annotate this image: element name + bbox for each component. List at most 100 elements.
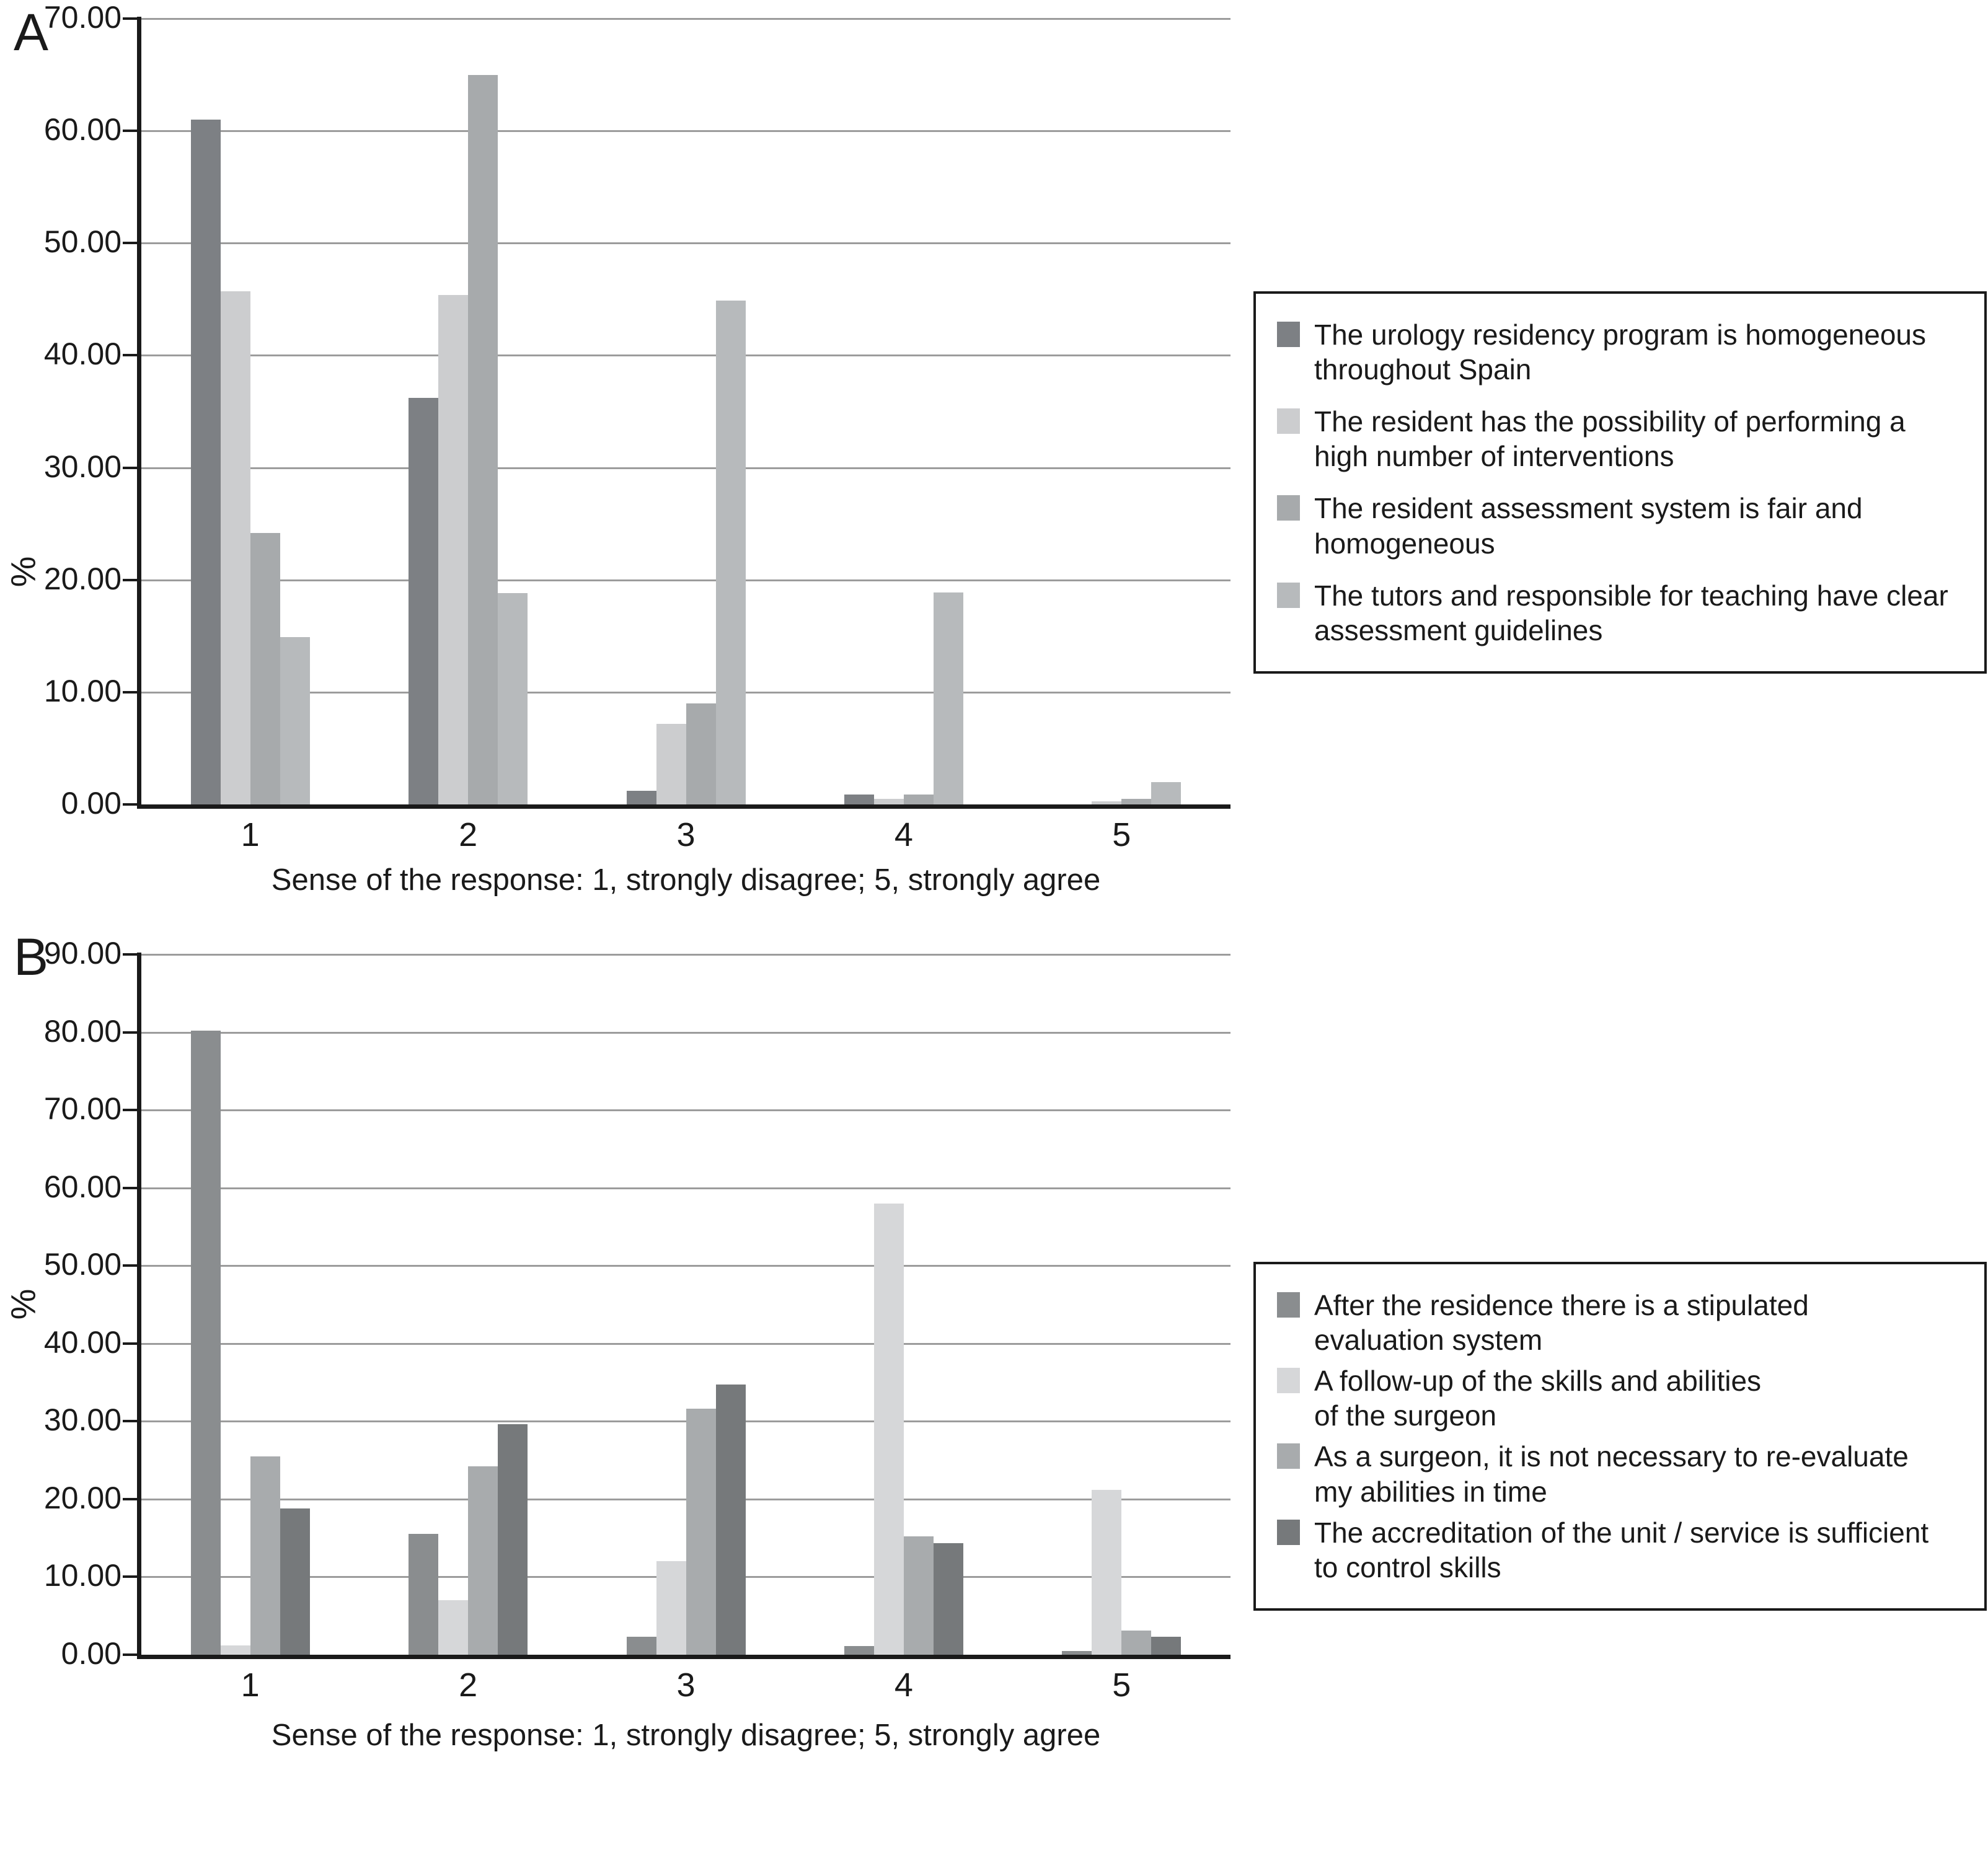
y-tick-60.00 [123, 130, 139, 133]
panel-a-legend: The urology residency program is homogen… [1253, 291, 1987, 674]
gridline-70 [141, 1109, 1230, 1112]
legend-item-3: The resident assessment system is fair a… [1277, 491, 1963, 560]
bar-B-cat5-series4 [1151, 1637, 1181, 1655]
y-tick-30.00 [123, 466, 139, 469]
legend-color-chip [1277, 582, 1300, 608]
gridline-20 [141, 579, 1230, 581]
gridline-10 [141, 691, 1230, 693]
bar-A-cat4-series4 [934, 592, 963, 804]
legend-color-chip [1277, 322, 1300, 347]
legend-item-4: The tutors and responsible for teaching … [1277, 578, 1963, 648]
bar-B-cat4-series3 [904, 1536, 934, 1655]
y-tick-label: 0.00 [61, 786, 121, 821]
legend-color-chip [1277, 1443, 1300, 1469]
y-axis-line [137, 953, 141, 1659]
gridline-30 [141, 467, 1230, 469]
panel-b-plot-area: 90.00 80.00 70.00 60.00 50.00 40.00 30.00 20.00… [44, 936, 1230, 1704]
legend-item-label: As a surgeon, it is not necessary to re-… [1314, 1440, 1909, 1508]
legend-color-chip [1277, 408, 1300, 434]
gridline-70 [141, 18, 1230, 20]
y-tick-label: 60.00 [43, 1169, 121, 1204]
y-tick-label: 80.00 [43, 1013, 121, 1049]
bar-B-cat1-series1 [191, 1031, 221, 1655]
panel-b-x-axis-title: Sense of the response: 1, strongly disag… [271, 1719, 1101, 1752]
y-tick-label: 40.00 [43, 337, 121, 372]
y-tick-label: 20.00 [43, 561, 121, 596]
legend-color-chip [1277, 1519, 1300, 1545]
bar-B-cat2-series4 [498, 1424, 528, 1655]
y-tick-20.00 [123, 578, 139, 581]
bar-B-cat5-series1 [1062, 1651, 1092, 1655]
legend-item-label: The resident has the possibility of perf… [1314, 405, 1906, 473]
y-tick-label: 50.00 [43, 1247, 121, 1282]
bar-B-cat5-series3 [1121, 1631, 1151, 1655]
x-tick-label-3: 3 [676, 1666, 696, 1704]
bar-B-cat1-series3 [250, 1456, 280, 1655]
gridline-50 [141, 242, 1230, 245]
legend-item-label: The tutors and responsible for teaching … [1314, 579, 1948, 646]
panel-a-label: A [14, 3, 49, 61]
y-tick-70.00 [123, 1109, 139, 1112]
y-axis-line [137, 17, 141, 809]
bar-A-cat5-series3 [1121, 799, 1151, 804]
x-tick-label-4: 4 [894, 1666, 913, 1704]
x-axis-line [137, 1655, 1230, 1659]
y-tick-label: 90.00 [43, 936, 121, 971]
bar-A-cat1-series3 [250, 533, 280, 804]
gridline-60 [141, 1187, 1230, 1189]
y-tick-label: 30.00 [43, 1402, 121, 1438]
panel-a-x-axis-title: Sense of the response: 1, strongly disag… [271, 863, 1101, 897]
bar-A-cat3-series2 [656, 724, 686, 804]
bar-A-cat2-series4 [498, 593, 528, 804]
bar-B-cat3-series1 [627, 1637, 656, 1655]
x-tick-label-2: 2 [459, 1666, 478, 1704]
bar-B-cat4-series4 [934, 1543, 963, 1655]
gridline-40 [141, 1342, 1230, 1345]
y-tick-40.00 [123, 354, 139, 357]
y-tick-30.00 [123, 1420, 139, 1423]
bar-A-cat1-series4 [280, 637, 310, 804]
bar-A-cat2-series2 [438, 295, 468, 804]
bar-A-cat5-series2 [1092, 801, 1121, 804]
bar-B-cat4-series1 [844, 1646, 874, 1655]
y-tick-80.00 [123, 1031, 139, 1034]
bar-B-cat2-series3 [468, 1466, 498, 1655]
gridline-30 [141, 1420, 1230, 1423]
panel-b-y-axis-title: % [3, 1288, 43, 1320]
x-tick-label-3: 3 [676, 816, 696, 853]
legend-color-chip [1277, 1368, 1300, 1394]
bar-A-cat3-series3 [686, 703, 716, 804]
legend-item-1: After the residence there is a stipulate… [1277, 1288, 1963, 1357]
x-tick-label-5: 5 [1112, 816, 1131, 853]
gridline-90 [141, 954, 1230, 956]
y-tick-label: 0.00 [61, 1636, 121, 1671]
bar-A-cat1-series2 [221, 291, 250, 804]
y-tick-label: 50.00 [43, 224, 121, 260]
legend-item-label: After the residence there is a stipulate… [1314, 1289, 1809, 1357]
y-tick-20.00 [123, 1497, 139, 1500]
bar-A-cat4-series2 [874, 799, 904, 804]
x-tick-label-1: 1 [241, 1666, 260, 1704]
x-tick-label-5: 5 [1112, 1666, 1131, 1704]
bar-A-cat3-series1 [627, 791, 656, 804]
bar-A-cat2-series1 [409, 398, 438, 804]
y-tick-label: 10.00 [43, 673, 121, 708]
gridline-60 [141, 130, 1230, 133]
bar-A-cat3-series4 [716, 301, 746, 804]
legend-item-label: The urology residency program is homogen… [1314, 319, 1926, 386]
y-tick-label: 20.00 [43, 1480, 121, 1515]
panel-a-plot-area: 70.00 60.00 50.00 40.00 30.00 20.00 10.00 0.00 1… [44, 1, 1230, 853]
x-tick-label-1: 1 [241, 816, 260, 853]
bar-A-cat4-series1 [844, 795, 874, 804]
legend-item-2: The resident has the possibility of perf… [1277, 404, 1963, 473]
y-tick-90.00 [123, 953, 139, 956]
legend-item-label: A follow-up of the skills and abilities … [1314, 1365, 1762, 1432]
y-tick-50.00 [123, 242, 139, 245]
gridline-40 [141, 354, 1230, 357]
bar-B-cat1-series4 [280, 1508, 310, 1655]
bar-B-cat4-series2 [874, 1204, 904, 1655]
gridline-10 [141, 1576, 1230, 1578]
y-tick-label: 40.00 [43, 1324, 121, 1360]
